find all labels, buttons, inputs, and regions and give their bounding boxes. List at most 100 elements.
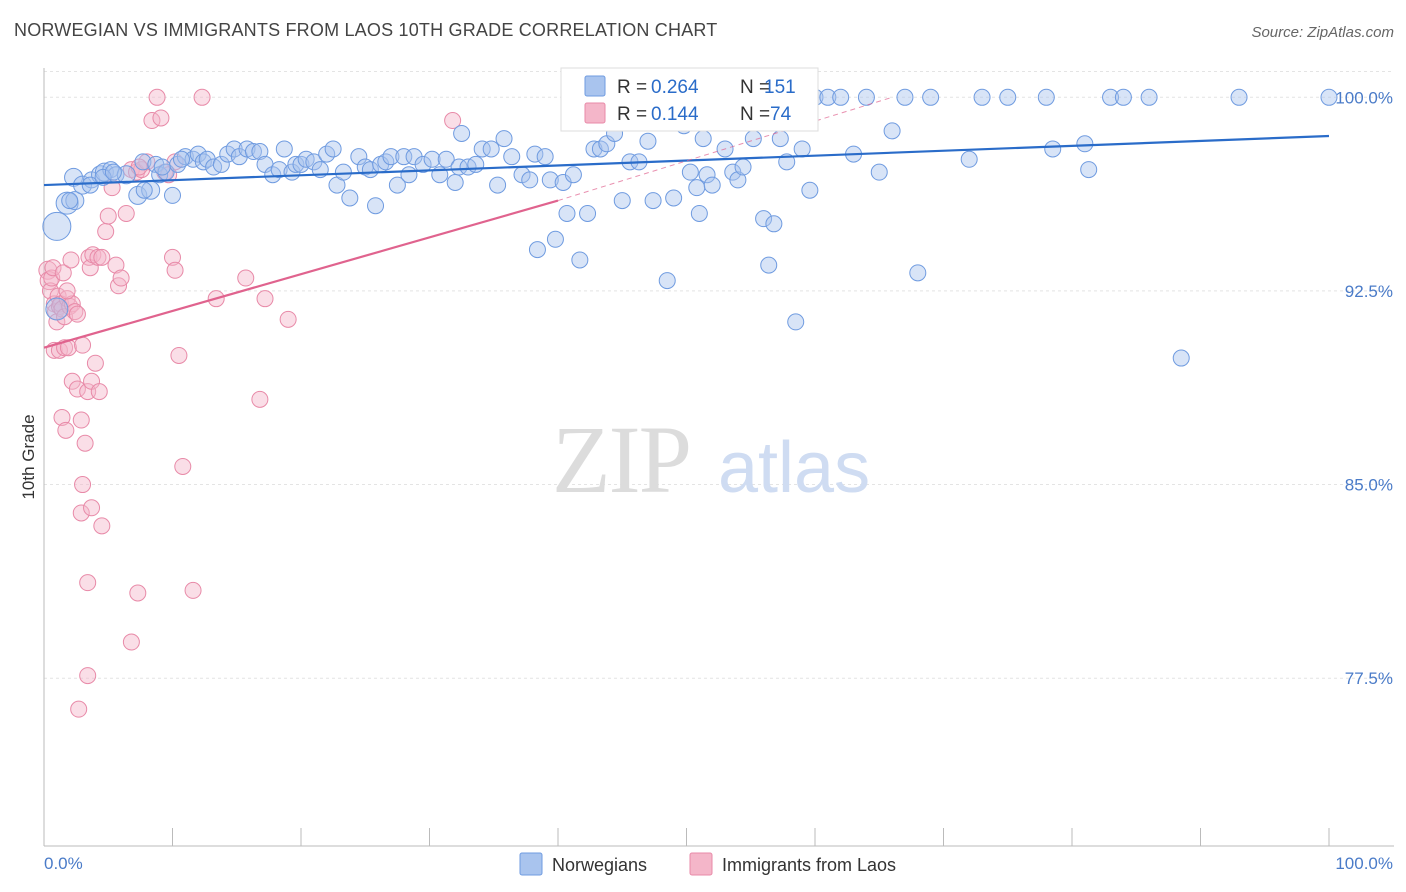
norwegian-point xyxy=(698,166,716,184)
norwegian-point xyxy=(755,210,773,228)
chart-source: Source: ZipAtlas.com xyxy=(1251,24,1394,41)
x-tick-label-min: 0.0% xyxy=(44,854,83,873)
norwegian-point xyxy=(116,165,136,185)
norwegian-point xyxy=(184,150,202,168)
y-tick-label: 85.0% xyxy=(1345,476,1393,495)
norwegian-point xyxy=(999,88,1017,106)
laos-point xyxy=(58,282,76,300)
norwegian-point xyxy=(423,150,441,168)
norwegian-point xyxy=(765,215,783,233)
norwegian-point xyxy=(694,130,712,148)
series-norwegians-points xyxy=(42,88,1338,367)
laos-point xyxy=(117,204,135,222)
laos-point xyxy=(107,256,125,274)
norwegian-point xyxy=(644,192,662,210)
laos-point xyxy=(170,346,188,364)
norwegian-point xyxy=(1114,88,1132,106)
norwegian-point xyxy=(541,171,559,189)
norwegian-point xyxy=(922,88,940,106)
norwegian-point xyxy=(729,171,747,189)
norwegian-point xyxy=(270,161,288,179)
norwegian-point xyxy=(172,150,190,168)
laos-point xyxy=(174,457,192,475)
norwegians-trend-line xyxy=(43,134,1330,187)
laos-point xyxy=(79,574,97,592)
norwegian-point xyxy=(324,140,342,158)
norwegian-point xyxy=(61,192,79,210)
norwegian-point xyxy=(153,158,171,176)
norwegian-point xyxy=(760,256,778,274)
series-laos-points xyxy=(38,88,462,718)
legend-r-label-0: R = xyxy=(617,77,647,98)
series-legend-label-laos: Immigrants from Laos xyxy=(722,855,896,875)
norwegian-point xyxy=(453,124,471,142)
laos-point xyxy=(79,383,97,401)
norwegian-point xyxy=(734,158,752,176)
laos-point xyxy=(72,504,90,522)
norwegian-point xyxy=(883,122,901,140)
laos-point xyxy=(93,248,111,266)
watermark: ZIP atlas xyxy=(552,406,870,513)
laos-point xyxy=(112,269,130,287)
x-ticks xyxy=(43,828,1330,846)
norwegian-point xyxy=(164,186,181,204)
norwegian-point xyxy=(292,155,310,173)
norwegian-point xyxy=(793,140,811,158)
norwegian-point xyxy=(42,211,72,241)
laos-point xyxy=(53,408,71,426)
norwegian-point xyxy=(414,155,432,173)
norwegian-point xyxy=(526,145,544,163)
norwegian-point xyxy=(665,189,683,207)
norwegian-point xyxy=(94,162,114,182)
laos-point xyxy=(152,109,170,127)
norwegian-point xyxy=(546,230,564,248)
norwegian-point xyxy=(287,155,305,173)
norwegian-point xyxy=(528,241,546,259)
norwegian-point xyxy=(400,166,418,184)
laos-point xyxy=(83,499,101,517)
norwegian-point xyxy=(388,176,406,194)
norwegian-point xyxy=(688,179,706,197)
norwegian-point xyxy=(377,153,395,171)
y-tick-labels: 100.0% 92.5% 85.0% 77.5% xyxy=(1335,88,1393,688)
norwegian-point xyxy=(973,88,991,106)
norwegian-point xyxy=(367,197,385,215)
norwegian-point xyxy=(446,174,464,192)
laos-point xyxy=(97,223,115,241)
laos-point xyxy=(256,290,274,308)
norwegian-point xyxy=(395,148,413,166)
laos-point xyxy=(89,248,107,266)
norwegian-point xyxy=(1140,88,1158,106)
legend-r-value-0: 0.264 xyxy=(651,77,699,98)
laos-point xyxy=(279,310,297,328)
norwegian-point xyxy=(870,163,888,181)
norwegian-point xyxy=(521,171,539,189)
axes xyxy=(43,68,1394,847)
norwegian-point xyxy=(482,140,500,158)
norwegian-point xyxy=(55,191,79,215)
laos-point xyxy=(251,390,269,408)
laos-point xyxy=(76,434,94,452)
stats-legend: R = 0.264 N = 151 R = 0.144 N = 74 xyxy=(560,67,819,132)
norwegian-point xyxy=(801,181,819,199)
laos-point xyxy=(62,251,80,269)
series-legend: Norwegians Immigrants from Laos xyxy=(519,852,896,876)
watermark-zip: ZIP xyxy=(552,406,690,513)
norwegian-point xyxy=(104,163,122,181)
norwegian-point xyxy=(658,272,676,290)
norwegian-point xyxy=(536,148,554,166)
norwegian-point xyxy=(690,204,708,222)
laos-point xyxy=(66,303,84,321)
norwegian-point xyxy=(275,140,293,158)
laos-point xyxy=(90,383,108,401)
norwegian-point xyxy=(1076,135,1094,153)
series-legend-swatch-laos xyxy=(689,852,713,876)
norwegian-point xyxy=(703,176,721,194)
norwegian-point xyxy=(437,150,455,168)
laos-trend-line xyxy=(43,199,559,349)
laos-point xyxy=(237,269,255,287)
laos-point xyxy=(129,584,147,602)
norwegian-point xyxy=(45,297,69,321)
laos-point xyxy=(166,261,184,279)
